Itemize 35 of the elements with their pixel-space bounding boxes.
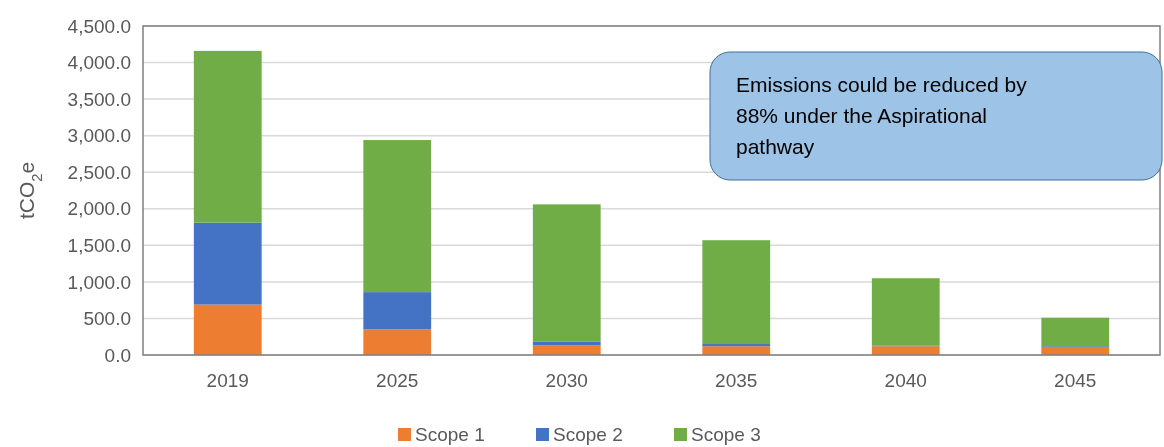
bar [702, 344, 771, 347]
bar [871, 346, 940, 355]
y-tick-label: 2,500.0 [67, 161, 131, 183]
x-tick-label: 2035 [715, 370, 758, 391]
bar [1041, 317, 1110, 347]
x-tick-label: 2040 [884, 370, 927, 391]
x-tick-label: 2025 [376, 370, 419, 391]
y-tick-label: 3,000.0 [67, 125, 131, 147]
bar [702, 240, 771, 345]
annotation: Emissions could be reduced by 88% under the Aspirational pathway [736, 73, 1028, 158]
legend-label: Scope 1 [415, 424, 485, 445]
bar [1041, 346, 1110, 355]
bar [871, 278, 940, 346]
bar [193, 50, 262, 223]
bar [193, 304, 262, 355]
x-tick-label: 2045 [1054, 370, 1097, 391]
bar [193, 222, 262, 305]
bar [702, 346, 771, 355]
x-tick-label: 2030 [545, 370, 588, 391]
y-tick-label: 2,000.0 [67, 198, 131, 220]
bar [363, 292, 432, 330]
bar [532, 204, 601, 342]
y-tick-label: 1,000.0 [67, 271, 131, 293]
legend-label: Scope 2 [553, 424, 623, 445]
y-tick-label: 500.0 [83, 308, 131, 330]
y-tick-label: 4,500.0 [67, 15, 131, 37]
y-tick-label: 3,500.0 [67, 88, 131, 110]
y-tick-label: 4,000.0 [67, 52, 131, 74]
bar [532, 345, 601, 355]
x-tick-label: 2019 [206, 370, 249, 391]
bar [363, 329, 432, 355]
bar [363, 140, 432, 293]
y-tick-label: 0.0 [104, 344, 131, 366]
y-tick-label: 1,500.0 [67, 234, 131, 256]
legend-label: Scope 3 [691, 424, 761, 445]
